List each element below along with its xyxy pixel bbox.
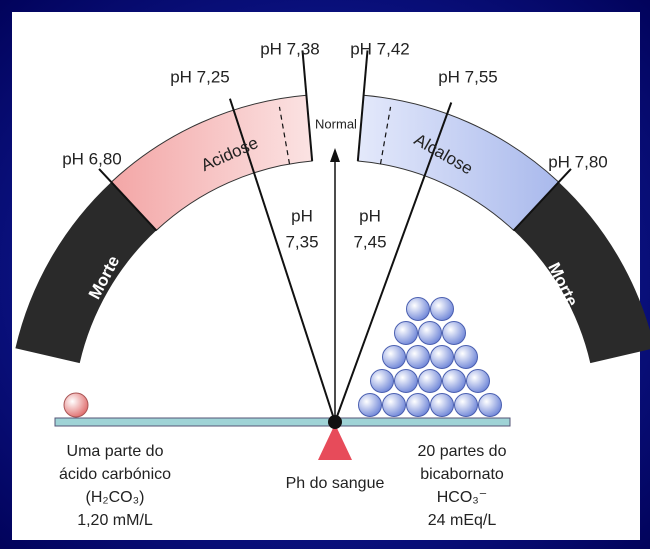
ball [419,322,442,345]
ball [443,322,466,345]
caption: Uma parte do [67,443,164,460]
ball [407,394,430,417]
ph-label: 7,45 [353,232,386,251]
ball [395,370,418,393]
caption: bicabornato [420,466,504,483]
ball [371,370,394,393]
ball [455,394,478,417]
ph-label: pH 6,80 [62,149,122,168]
ph-label: 7,35 [285,232,318,251]
caption: ácido carbónico [59,466,171,483]
ball [431,298,454,321]
ball [479,394,502,417]
ph-label: pH [359,206,381,225]
ball [431,346,454,369]
caption: 24 mEq/L [428,512,497,529]
acid-ball [64,393,88,417]
ph-label: pH [291,206,313,225]
ball [383,346,406,369]
ball [419,370,442,393]
ph-label: pH 7,38 [260,39,320,58]
caption: HCO₃⁻ [437,489,488,506]
ball [383,394,406,417]
pivot [328,415,342,429]
ball [443,370,466,393]
caption: (H₂CO₃) [86,489,145,506]
diagram: pH 7,38 pH 7,42 pH 7,25 pH 7,55 pH 6,80 … [0,0,650,549]
ball [395,322,418,345]
ph-label: pH 7,80 [548,152,608,171]
ph-label: pH 7,55 [438,67,498,86]
ball [467,370,490,393]
caption: 1,20 mM/L [77,512,153,529]
ph-label: pH 7,42 [350,39,410,58]
ph-label: pH 7,25 [170,67,230,86]
ball [407,298,430,321]
ball [455,346,478,369]
normal-label: Normal [315,116,357,131]
caption: 20 partes do [418,443,507,460]
ball [407,346,430,369]
ball [359,394,382,417]
caption: Ph do sangue [286,475,385,492]
beam [55,418,510,426]
ball [431,394,454,417]
